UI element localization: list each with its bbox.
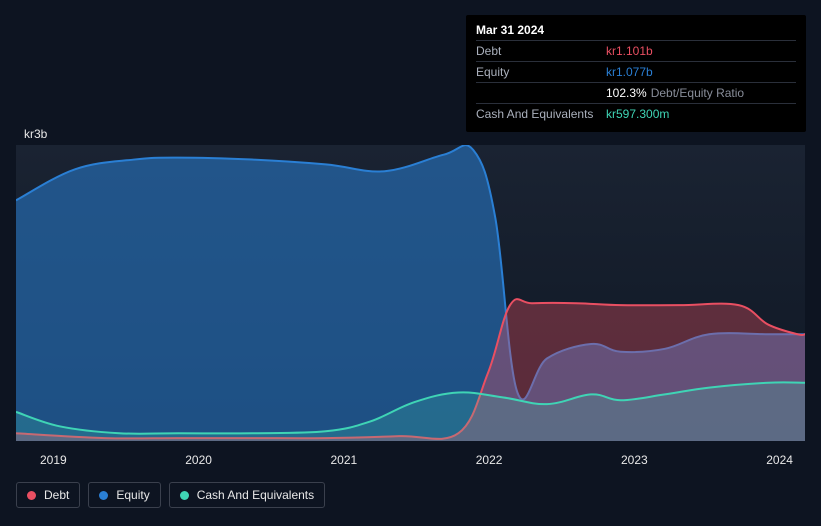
legend-label: Debt [44, 488, 69, 502]
plot-area[interactable] [16, 145, 805, 441]
tooltip-row: Equitykr1.077b [476, 61, 796, 82]
x-axis-tick: 2021 [331, 453, 358, 467]
tooltip-row: 102.3% Debt/Equity Ratio [476, 82, 796, 103]
legend: Debt Equity Cash And Equivalents [16, 482, 325, 508]
tooltip-value: kr597.300m [606, 107, 669, 121]
legend-label: Equity [116, 488, 149, 502]
legend-item-equity[interactable]: Equity [88, 482, 160, 508]
x-axis: 2019 2020 2021 2022 2023 2024 [16, 445, 805, 467]
y-axis-tick-top: kr3b [24, 127, 47, 141]
tooltip-label [476, 86, 606, 100]
tooltip-value: kr1.101b [606, 44, 653, 58]
chart-tooltip: Mar 31 2024 Debtkr1.101bEquitykr1.077b10… [466, 15, 806, 132]
x-axis-tick: 2024 [766, 453, 793, 467]
tooltip-date: Mar 31 2024 [476, 20, 796, 40]
x-axis-tick: 2020 [185, 453, 212, 467]
legend-label: Cash And Equivalents [197, 488, 314, 502]
tooltip-value: 102.3% [606, 86, 647, 100]
tooltip-suffix: Debt/Equity Ratio [651, 86, 744, 100]
x-axis-tick: 2023 [621, 453, 648, 467]
legend-dot [180, 491, 189, 500]
tooltip-row: Debtkr1.101b [476, 40, 796, 61]
legend-item-cash[interactable]: Cash And Equivalents [169, 482, 325, 508]
tooltip-label: Cash And Equivalents [476, 107, 606, 121]
chart-container: Mar 31 2024 Debtkr1.101bEquitykr1.077b10… [0, 0, 821, 526]
tooltip-rows: Debtkr1.101bEquitykr1.077b102.3%Debt/Equ… [476, 40, 796, 124]
legend-dot [99, 491, 108, 500]
tooltip-row: Cash And Equivalentskr597.300m [476, 103, 796, 124]
tooltip-value: kr1.077b [606, 65, 653, 79]
tooltip-label: Debt [476, 44, 606, 58]
legend-dot [27, 491, 36, 500]
x-axis-tick: 2019 [40, 453, 67, 467]
x-axis-tick: 2022 [476, 453, 503, 467]
legend-item-debt[interactable]: Debt [16, 482, 80, 508]
tooltip-label: Equity [476, 65, 606, 79]
